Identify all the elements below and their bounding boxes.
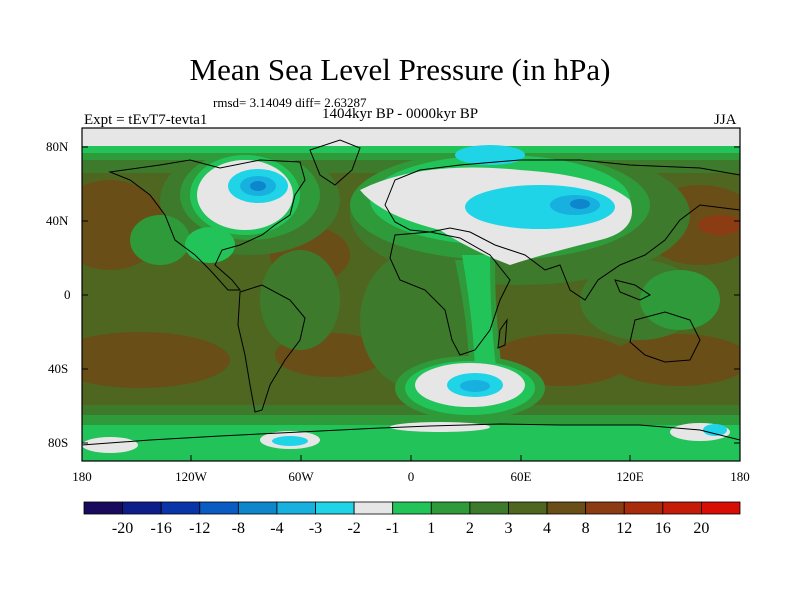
x-tick-180e: 180	[730, 469, 750, 484]
colorbar-label: 16	[654, 520, 671, 537]
colorbar-label: 12	[616, 520, 633, 537]
colorbar-swatch	[315, 501, 355, 515]
y-tick-0: 0	[64, 287, 71, 302]
x-tick-0: 0	[407, 469, 415, 484]
colorbar-label: -20	[111, 520, 134, 537]
colorbar-label: 20	[693, 520, 710, 537]
colorbar-swatch	[585, 501, 625, 515]
x-tick-60w: 60W	[288, 469, 314, 484]
x-tick-120e: 120E	[616, 469, 644, 484]
neg-4-regions	[250, 181, 590, 209]
colorbar-swatch	[276, 501, 316, 515]
y-tick-40n: 40N	[46, 213, 69, 228]
colorbar-swatch	[392, 501, 432, 515]
colorbar-swatch	[623, 501, 664, 515]
season-label: JJA	[714, 112, 737, 128]
colorbar-swatch	[237, 501, 278, 515]
colorbar-label: 2	[465, 520, 474, 537]
colorbar-swatch	[546, 501, 587, 515]
colorbar-label: -8	[231, 520, 246, 537]
colorbar-label: 3	[504, 520, 513, 537]
colorbar-label: -3	[308, 520, 323, 537]
colorbar-swatch	[83, 501, 123, 515]
colorbar-label: 8	[581, 520, 590, 537]
colorbar-label: -1	[386, 520, 400, 537]
colorbar-swatch	[160, 501, 201, 515]
colorbar-swatch	[508, 501, 548, 515]
colorbar-label: 4	[543, 520, 552, 537]
rmsd-diff-stats: rmsd= 3.14049 diff= 2.63287	[213, 95, 367, 110]
x-tick-120w: 120W	[175, 469, 207, 484]
colorbar-label: 1	[427, 520, 436, 537]
x-tick-60e: 60E	[510, 469, 532, 484]
colorbar-swatch	[353, 501, 394, 515]
x-tick-180w: 180	[72, 469, 92, 484]
colorbar-label: -4	[270, 520, 284, 537]
colorbar-swatch	[122, 501, 162, 515]
y-tick-80n: 80N	[46, 139, 69, 154]
y-tick-40s: 40S	[48, 361, 69, 376]
y-tick-80s: 80S	[48, 435, 69, 450]
experiment-label: Expt = tEvT7-tevta1	[84, 112, 208, 128]
colorbar-swatch	[662, 501, 702, 515]
colorbar-swatch	[199, 501, 239, 515]
map-title: Mean Sea Level Pressure (in hPa)	[189, 52, 611, 87]
colorbar-swatch	[430, 501, 471, 515]
colorbar-label: -12	[189, 520, 211, 537]
coastlines	[82, 139, 740, 446]
axis-ticks	[82, 146, 740, 461]
time-period-label: 1404kyr BP - 0000kyr BP	[322, 106, 479, 122]
colorbar-label: -16	[150, 520, 172, 537]
colorbar-label: -2	[347, 520, 361, 537]
colorbar-swatch	[701, 501, 741, 515]
colorbar-swatch	[469, 501, 509, 515]
